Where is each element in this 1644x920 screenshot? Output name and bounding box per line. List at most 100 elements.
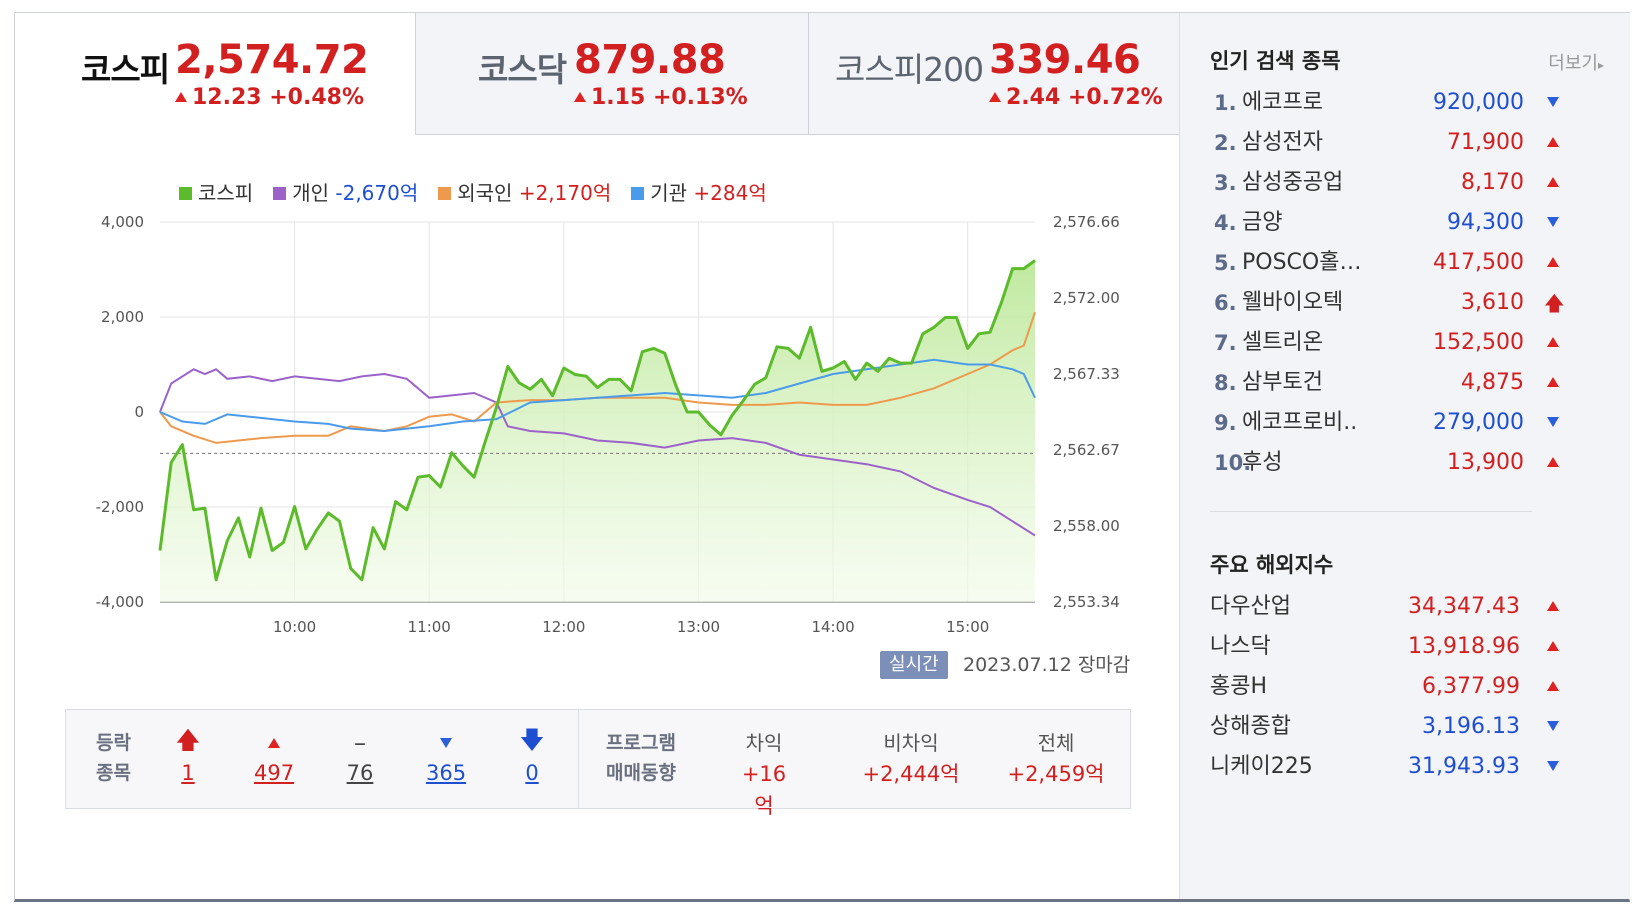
program-total: 전체 +2,459억	[1007, 731, 1105, 786]
adv-lower-limit: 🡇 0	[512, 726, 552, 788]
list-item[interactable]: 2. 삼성전자 71,900	[1214, 123, 1559, 163]
down-triangle-icon	[1547, 721, 1559, 731]
stock-price: 4,875	[1461, 370, 1524, 395]
adv-up: 497	[254, 728, 294, 788]
list-item[interactable]: 니케이225 31,943.93	[1210, 747, 1559, 787]
list-item[interactable]: 상해종합 3,196.13	[1210, 707, 1559, 747]
index-change: 2.44 +0.72%	[989, 85, 1163, 110]
index-name[interactable]: 나스닥	[1210, 634, 1271, 659]
chevron-right-icon: ▸	[1597, 58, 1604, 72]
more-link[interactable]: 더보기▸	[1548, 53, 1604, 74]
program-arbitrage: 차익 +16억	[741, 731, 787, 818]
rank: 1.	[1214, 91, 1237, 115]
left-tick-label: -2,000	[96, 498, 144, 516]
down-count[interactable]: 365	[426, 761, 467, 785]
upper-limit-arrow-icon: 🡅	[1544, 291, 1565, 315]
x-tick-label: 10:00	[273, 618, 316, 636]
rank: 5.	[1214, 251, 1237, 275]
lower-limit-count[interactable]: 0	[525, 761, 539, 785]
stock-name[interactable]: 후성	[1242, 450, 1283, 475]
stock-name[interactable]: 에코프로비..	[1242, 410, 1358, 435]
stock-name[interactable]: 금양	[1242, 210, 1283, 235]
up-count[interactable]: 497	[254, 761, 295, 785]
stock-price: 13,900	[1447, 450, 1524, 475]
stock-name[interactable]: 셀트리온	[1242, 330, 1323, 355]
left-tick-label: 0	[134, 403, 144, 421]
tab-kospi[interactable]: 코스피 2,574.72 12.23 +0.48%	[15, 13, 415, 135]
stock-name[interactable]: 삼부토건	[1242, 370, 1323, 395]
list-item[interactable]: 4. 금양 94,300	[1214, 203, 1559, 243]
list-item[interactable]: 6. 웰바이오텍 3,610 🡅	[1214, 283, 1565, 323]
down-triangle-icon	[1547, 97, 1559, 107]
up-triangle-icon	[1547, 641, 1559, 651]
intraday-chart: 4,000 2,000 0 -2,000 -4,000 2,576.66 2,572.00 2…	[96, 213, 1120, 636]
up-triangle-icon	[1547, 601, 1559, 611]
market-index-widget: 코스피 2,574.72 12.23 +0.48% 코스닥 879.88 1.1…	[14, 12, 1630, 902]
institution-series-line	[159, 358, 1036, 433]
index-change: 1.15 +0.13%	[574, 85, 748, 110]
tab-kosdaq[interactable]: 코스닥 879.88 1.15 +0.13%	[415, 13, 808, 135]
rank: 2.	[1214, 131, 1237, 155]
world-index-title: 주요 해외지수	[1210, 553, 1334, 577]
upper-limit-count[interactable]: 1	[181, 761, 195, 785]
stock-name[interactable]: 삼성전자	[1242, 130, 1323, 155]
unchanged-count[interactable]: 76	[346, 761, 374, 785]
index-name[interactable]: 니케이225	[1210, 754, 1313, 779]
rank: 8.	[1214, 371, 1237, 395]
rank: 10.	[1214, 451, 1252, 475]
list-item[interactable]: 3. 삼성중공업 8,170	[1214, 163, 1559, 203]
list-item[interactable]: 9. 에코프로비.. 279,000	[1214, 403, 1559, 443]
index-name[interactable]: 다우산업	[1210, 594, 1291, 619]
popular-search-title: 인기 검색 종목	[1210, 49, 1341, 73]
rank: 7.	[1214, 331, 1237, 355]
unchanged-dash-icon: –	[354, 729, 366, 757]
tab-name: 코스닥	[478, 50, 567, 89]
down-triangle-icon	[1547, 417, 1559, 427]
up-triangle-icon	[254, 728, 294, 758]
x-tick-label: 14:00	[811, 618, 854, 636]
tab-kospi200[interactable]: 코스피200 339.46 2.44 +0.72%	[808, 13, 1235, 135]
stock-price: 8,170	[1461, 170, 1524, 195]
legend-individual: 개인 -2,670억	[273, 177, 418, 206]
stock-name[interactable]: 삼성중공업	[1242, 170, 1344, 195]
stock-name[interactable]: 에코프로	[1242, 90, 1323, 115]
market-stats-box: 등락 종목 🡅 1 497 – 76 365 🡇 0 프로그램 매매동향 차익 +1…	[65, 709, 1131, 818]
up-triangle-icon	[574, 92, 586, 102]
upper-limit-arrow-icon: 🡅	[175, 725, 201, 754]
list-item[interactable]: 5. POSCO홀… 417,500	[1214, 243, 1559, 283]
right-tick-label: 2,567.33	[1053, 365, 1120, 383]
list-item[interactable]: 홍콩H 6,377.99	[1210, 667, 1559, 707]
up-triangle-icon	[1547, 681, 1559, 691]
stock-price: 94,300	[1447, 210, 1524, 235]
right-panel: 인기 검색 종목 더보기▸ 1. 에코프로 920,000 2. 삼성전자 71,900 3…	[1179, 13, 1630, 899]
down-triangle-icon	[426, 728, 466, 758]
index-name[interactable]: 홍콩H	[1210, 674, 1268, 699]
up-triangle-icon	[175, 92, 187, 102]
tab-name: 코스피200	[835, 50, 984, 89]
x-tick-label: 11:00	[408, 618, 451, 636]
kospi-area	[160, 260, 1035, 602]
up-triangle-icon	[1547, 137, 1559, 147]
list-item[interactable]: 10. 후성 13,900	[1214, 443, 1559, 483]
right-tick-label: 2,576.66	[1053, 213, 1120, 231]
realtime-badge[interactable]: 실시간	[880, 651, 948, 679]
stock-name[interactable]: 웰바이오텍	[1242, 290, 1344, 315]
left-tick-label: -4,000	[96, 593, 144, 611]
list-item[interactable]: 7. 셀트리온 152,500	[1214, 323, 1559, 363]
index-value: 339.46	[989, 37, 1141, 83]
adv-unchanged: – 76	[340, 728, 380, 788]
x-tick-label: 12:00	[542, 618, 585, 636]
right-tick-label: 2,553.34	[1053, 593, 1120, 611]
up-triangle-icon	[1547, 457, 1559, 467]
stock-price: 417,500	[1433, 250, 1524, 275]
list-item[interactable]: 1. 에코프로 920,000	[1214, 83, 1559, 123]
left-tick-label: 2,000	[101, 308, 144, 326]
list-item[interactable]: 다우산업 34,347.43	[1210, 587, 1559, 627]
legend-institution: 기관 +284억	[631, 177, 767, 206]
tab-name: 코스피	[81, 50, 170, 89]
index-name[interactable]: 상해종합	[1210, 714, 1291, 739]
list-item[interactable]: 8. 삼부토건 4,875	[1214, 363, 1559, 403]
up-triangle-icon	[1547, 177, 1559, 187]
list-item[interactable]: 나스닥 13,918.96	[1210, 627, 1559, 667]
stock-name[interactable]: POSCO홀…	[1242, 250, 1362, 275]
